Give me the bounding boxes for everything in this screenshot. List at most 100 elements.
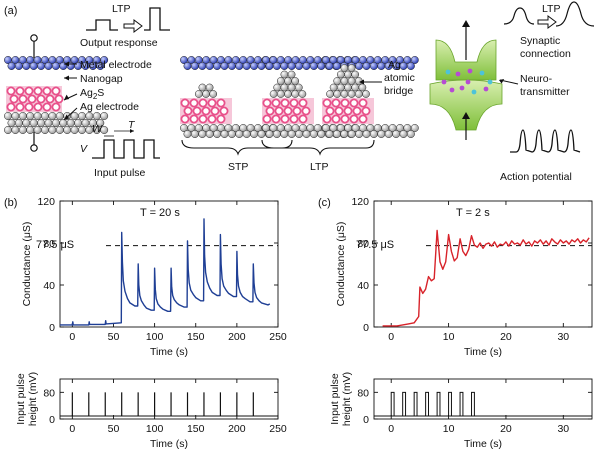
ag-atom <box>406 130 415 138</box>
chart-c-conductance: 0 10 20 30 0 40 80 120 Time (s) Conductance (μS) <box>335 196 593 358</box>
ag2s-ion <box>298 114 308 124</box>
pulse-bar <box>459 391 464 416</box>
ag-atom <box>11 112 20 120</box>
x-tick-label: 20 <box>500 423 512 435</box>
bridge-atom <box>351 83 360 92</box>
y-tick-label: 80 <box>43 387 55 399</box>
x-tick-label: 0 <box>388 423 394 435</box>
panel-b-threshold-label: 77.5 μS <box>36 239 74 251</box>
bridge-atom <box>276 77 285 85</box>
ag2s-ion <box>262 114 272 124</box>
ag-atom <box>14 119 23 127</box>
ag2s-ion <box>349 114 359 124</box>
ag-atom <box>78 112 86 120</box>
ag2s-ion <box>192 106 202 116</box>
x-tick-label: 0 <box>69 423 75 435</box>
y-tick-label: 120 <box>351 196 369 208</box>
ag-atom <box>399 130 408 138</box>
bridge-atom <box>280 83 289 92</box>
ag-atom <box>280 130 289 138</box>
metal-atom <box>235 62 244 70</box>
metal-atom <box>399 62 408 70</box>
ag-atom <box>92 112 101 120</box>
action-potential-label: Action potential <box>500 171 572 183</box>
ag-atom <box>410 124 419 132</box>
ag-atom <box>369 130 378 138</box>
neurotransmitter-dot <box>459 85 465 91</box>
metal-atom <box>183 62 192 70</box>
ag-electrode-label: Ag electrode <box>80 101 139 113</box>
ag2s-ion <box>340 98 350 108</box>
ag-atom <box>26 126 35 134</box>
panel-c-label: (c) <box>318 197 331 209</box>
arrowhead-ag2s <box>64 94 70 100</box>
ag-atom <box>4 126 12 134</box>
bridge-atom <box>351 70 360 79</box>
neurotransmitter-dots <box>441 68 493 95</box>
synaptic-label-1: Synaptic <box>520 35 560 47</box>
interval-arrowhead <box>130 129 134 133</box>
ag2s-ion <box>280 114 290 124</box>
bridge-atom <box>336 83 345 92</box>
bridge-atom <box>291 90 300 98</box>
ag2s-ion <box>331 98 341 108</box>
top-terminal <box>30 34 38 42</box>
ag2s-ion <box>343 106 353 116</box>
arrow-right-icon-2 <box>537 15 557 29</box>
bridge-atom <box>198 83 207 92</box>
metal-atom <box>7 62 16 70</box>
metal-atom <box>22 62 31 70</box>
y-tick-label: 0 <box>49 414 55 426</box>
metal-atom <box>332 62 341 70</box>
x-tick-label: 30 <box>557 423 569 435</box>
input-pulse-sketch: W T V Input pulse <box>80 119 160 179</box>
ag2s-ion <box>210 106 220 116</box>
bridge-atom <box>329 83 338 92</box>
bridge-atom <box>344 70 352 79</box>
ag-bridge-label-1: Ag <box>388 59 401 71</box>
metal-atom <box>325 62 334 70</box>
stp-label: STP <box>228 161 248 173</box>
nanogap-label: Nanogap <box>80 73 123 85</box>
ag-atom <box>18 126 27 134</box>
spike-train-waveform <box>510 129 581 153</box>
metal-atom <box>198 62 207 70</box>
ag2s-ion <box>51 102 61 112</box>
device-stage-3 <box>322 56 419 138</box>
ag-atom <box>33 112 42 120</box>
plot-frame <box>373 200 593 328</box>
arrowhead-metal <box>64 61 69 67</box>
bridge-atom <box>205 83 214 92</box>
metal-atom <box>100 56 109 64</box>
ag2s-ion <box>340 114 350 124</box>
neurotransmitter-dot <box>441 79 447 85</box>
bridge-atom <box>347 90 356 98</box>
metal-atom <box>309 62 318 70</box>
metal-atom <box>287 62 296 70</box>
neurotransmitter-dot <box>487 79 493 85</box>
bridge-atom <box>340 90 349 98</box>
panel-c-threshold-label: 77.5 μS <box>356 239 394 251</box>
y-tick-label: 40 <box>43 280 55 292</box>
y-tick-label: 80 <box>357 387 369 399</box>
x-axis-label: Time (s) <box>464 346 502 358</box>
ag2s-ion <box>301 106 311 116</box>
left-annotations: Metal electrode Nanogap Ag2S Ag electrod… <box>63 59 152 121</box>
ag-atom <box>66 119 75 127</box>
metal-atom <box>265 62 274 70</box>
ltp-left-label: LTP <box>112 3 130 15</box>
bridge-atom <box>326 90 334 98</box>
ag-atom <box>59 119 68 127</box>
arrowhead-ag-electrode <box>64 114 69 120</box>
ag2s-ion <box>361 106 371 116</box>
ag-atom <box>355 130 364 138</box>
ag2s-ion <box>180 98 190 108</box>
ltp-right-label: LTP <box>542 3 560 15</box>
ag2s-ion <box>33 86 43 96</box>
ag2s-ion <box>198 98 208 108</box>
ag2s-ion <box>54 94 64 104</box>
ag2s-ion <box>216 114 226 124</box>
ag2s-ion <box>6 86 16 96</box>
ag-atom <box>384 130 393 138</box>
